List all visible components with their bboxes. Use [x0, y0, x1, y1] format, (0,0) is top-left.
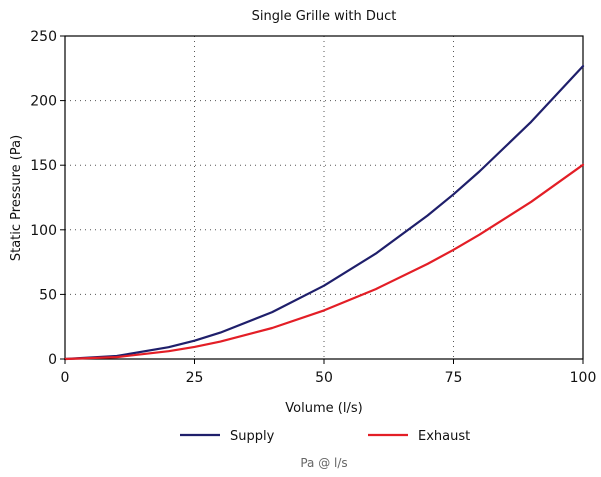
x-tick-label: 50 [315, 370, 333, 386]
x-tick-label: 100 [570, 370, 597, 386]
series-line-supply [63, 64, 585, 361]
y-tick-label: 250 [30, 29, 57, 45]
y-tick-label: 150 [30, 158, 57, 174]
x-tick-label: 25 [186, 370, 204, 386]
legend-label-exhaust: Exhaust [418, 429, 470, 444]
legend: Supply Exhaust [180, 429, 470, 444]
x-axis-title: Volume (l/s) [285, 401, 362, 416]
y-tick-label: 200 [30, 94, 57, 110]
y-axis-ticks: 0 50 100 150 200 250 [30, 29, 65, 368]
y-tick-label: 0 [48, 352, 57, 368]
series-lines [63, 64, 585, 361]
x-tick-label: 75 [445, 370, 463, 386]
series-line-exhaust [63, 163, 585, 361]
chart-title: Single Grille with Duct [252, 9, 397, 24]
y-tick-label: 50 [39, 287, 57, 303]
y-axis-title: Static Pressure (Pa) [9, 135, 24, 261]
x-tick-label: 0 [61, 370, 70, 386]
legend-label-supply: Supply [230, 429, 275, 444]
y-tick-label: 100 [30, 223, 57, 239]
x-axis-ticks: 0 25 50 75 100 [61, 359, 597, 386]
units-footnote: Pa @ l/s [300, 456, 347, 470]
